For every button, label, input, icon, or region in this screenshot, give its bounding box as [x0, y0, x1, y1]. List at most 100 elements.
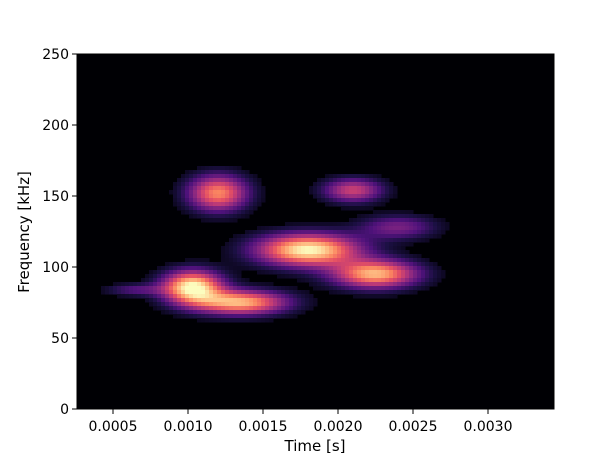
heat-cell: [197, 290, 202, 295]
heat-cell: [417, 230, 422, 235]
heat-cell: [245, 290, 250, 295]
heat-cell: [145, 274, 150, 279]
heat-cell: [277, 238, 282, 243]
heat-cell: [209, 194, 214, 199]
heat-cell: [389, 238, 394, 243]
heat-cell: [409, 242, 414, 247]
heat-cell: [249, 178, 254, 183]
heat-cell: [245, 314, 250, 319]
heat-cell: [329, 242, 334, 247]
heat-cell: [121, 290, 126, 295]
heat-cell: [209, 210, 214, 215]
heat-cell: [361, 230, 366, 235]
heat-cell: [357, 218, 362, 223]
heat-cell: [209, 270, 214, 275]
heat-cell: [233, 286, 238, 291]
heat-cell: [393, 226, 398, 231]
heat-cell: [241, 290, 246, 295]
heat-cell: [321, 186, 326, 191]
heat-cell: [317, 182, 322, 187]
heat-cell: [225, 210, 230, 215]
heat-cell: [293, 222, 298, 227]
heat-cell: [233, 282, 238, 287]
heat-cell: [293, 250, 298, 255]
heat-cell: [253, 246, 258, 251]
heat-cell: [285, 242, 290, 247]
heat-cell: [433, 278, 438, 283]
heat-cell: [273, 226, 278, 231]
heat-cell: [241, 266, 246, 271]
heat-cell: [361, 178, 366, 183]
heat-cell: [393, 274, 398, 279]
heat-cell: [249, 242, 254, 247]
heat-cell: [393, 222, 398, 227]
heat-cell: [189, 286, 194, 291]
heat-cell: [273, 250, 278, 255]
heat-cell: [193, 266, 198, 271]
heat-cell: [137, 282, 142, 287]
heat-cell: [393, 246, 398, 251]
heat-cell: [373, 290, 378, 295]
heat-cell: [369, 250, 374, 255]
heat-cell: [385, 254, 390, 259]
heat-cell: [253, 306, 258, 311]
heat-cell: [397, 282, 402, 287]
heat-cell: [305, 238, 310, 243]
heat-cell: [329, 190, 334, 195]
heat-cell: [313, 194, 318, 199]
heat-cell: [325, 234, 330, 239]
heat-cell: [357, 274, 362, 279]
heat-cell: [305, 242, 310, 247]
heat-cell: [205, 266, 210, 271]
heat-cell: [377, 250, 382, 255]
heat-cell: [349, 266, 354, 271]
heat-cell: [165, 310, 170, 315]
heat-cell: [225, 250, 230, 255]
heat-cell: [337, 222, 342, 227]
heat-cell: [253, 298, 258, 303]
heat-cell: [209, 218, 214, 223]
heat-cell: [257, 202, 262, 207]
heat-cell: [225, 194, 230, 199]
heat-cell: [305, 250, 310, 255]
heat-cell: [349, 178, 354, 183]
heat-cell: [437, 270, 442, 275]
heat-cell: [169, 290, 174, 295]
heat-cell: [321, 282, 326, 287]
heat-cell: [265, 302, 270, 307]
heat-cell: [249, 262, 254, 267]
heat-cell: [261, 254, 266, 259]
heat-cell: [217, 182, 222, 187]
heat-cell: [377, 270, 382, 275]
heat-cell: [409, 234, 414, 239]
heat-cell: [357, 262, 362, 267]
heat-cell: [257, 254, 262, 259]
heat-cell: [325, 258, 330, 263]
heat-cell: [221, 282, 226, 287]
x-tick-label: 0.0025: [389, 419, 438, 435]
heat-cell: [213, 274, 218, 279]
heat-cell: [405, 242, 410, 247]
heat-cell: [301, 254, 306, 259]
heat-cell: [385, 222, 390, 227]
heat-cell: [245, 230, 250, 235]
heat-cell: [257, 318, 262, 323]
heat-cell: [313, 226, 318, 231]
heat-cell: [281, 286, 286, 291]
heat-cell: [309, 294, 314, 299]
heat-cell: [265, 258, 270, 263]
heat-cell: [209, 278, 214, 283]
heat-cell: [425, 262, 430, 267]
heat-cell: [353, 182, 358, 187]
heat-cell: [201, 178, 206, 183]
heat-cell: [421, 258, 426, 263]
heat-cell: [249, 190, 254, 195]
heat-cell: [221, 298, 226, 303]
heat-cell: [277, 270, 282, 275]
heat-cell: [285, 298, 290, 303]
heat-cell: [349, 206, 354, 211]
heat-cell: [365, 294, 370, 299]
heat-cell: [393, 242, 398, 247]
heat-cell: [321, 222, 326, 227]
heat-cell: [373, 222, 378, 227]
